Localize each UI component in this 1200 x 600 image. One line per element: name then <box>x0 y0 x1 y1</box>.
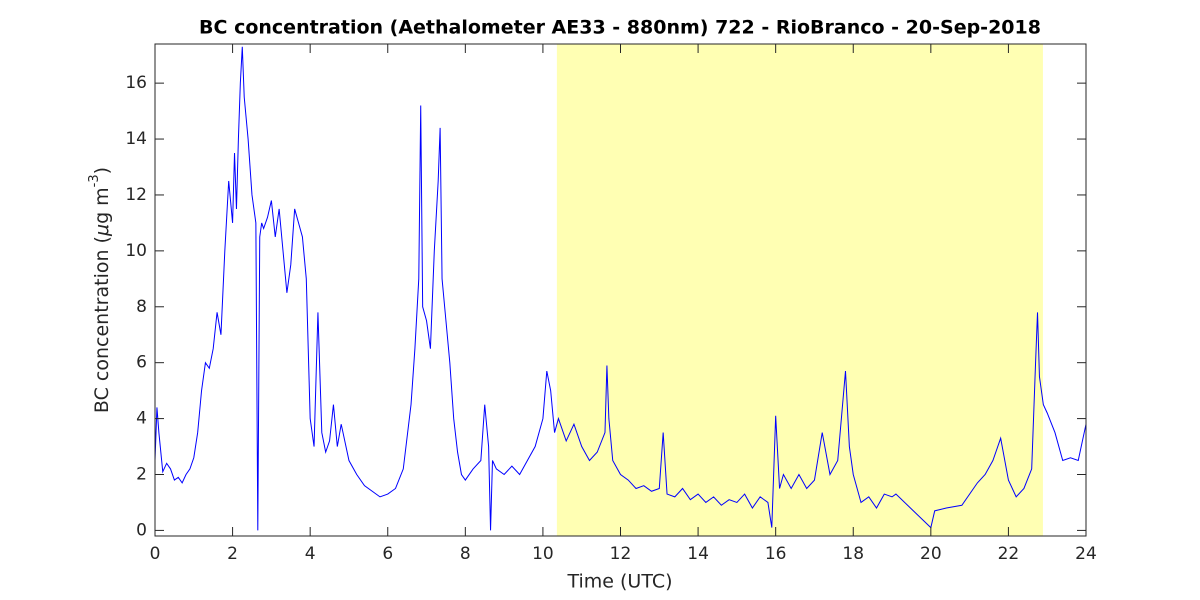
chart-title: BC concentration (Aethalometer AE33 - 88… <box>199 17 1041 39</box>
x-tick-label: 4 <box>305 544 316 564</box>
x-tick-label: 24 <box>1075 544 1097 564</box>
data-line <box>154 46 1087 531</box>
y-tick-label: 0 <box>136 520 147 540</box>
y-tick-label: 14 <box>125 129 147 149</box>
y-tick-label: 12 <box>125 185 147 205</box>
x-tick-label: 20 <box>920 544 942 564</box>
x-tick-label: 16 <box>765 544 787 564</box>
x-tick-label: 10 <box>532 544 554 564</box>
y-tick-label: 4 <box>136 409 147 429</box>
x-tick-label: 0 <box>150 544 161 564</box>
x-tick-label: 22 <box>998 544 1020 564</box>
y-label-mid: g m <box>91 187 113 224</box>
y-tick-label: 6 <box>136 353 147 373</box>
x-tick-label: 6 <box>382 544 393 564</box>
y-label-sup: -3 <box>87 174 102 187</box>
y-label-text: BC concentration ( <box>91 236 113 413</box>
y-label-end: ) <box>91 167 113 174</box>
x-tick-label: 12 <box>610 544 632 564</box>
y-tick-label: 2 <box>136 465 147 485</box>
x-tick-label: 14 <box>687 544 709 564</box>
y-label-mu: μ <box>91 224 113 237</box>
y-axis-label: BC concentration (μg m-3) <box>87 167 113 413</box>
shaded-region <box>556 44 1043 536</box>
y-tick-label: 10 <box>125 241 147 261</box>
x-axis-label: Time (UTC) <box>566 571 672 593</box>
x-tick-label: 18 <box>842 544 864 564</box>
y-tick-label: 16 <box>125 73 147 93</box>
plot-frame <box>154 43 1087 537</box>
x-tick-label: 2 <box>227 544 238 564</box>
y-tick-label: 8 <box>136 297 147 317</box>
x-tick-label: 8 <box>460 544 471 564</box>
